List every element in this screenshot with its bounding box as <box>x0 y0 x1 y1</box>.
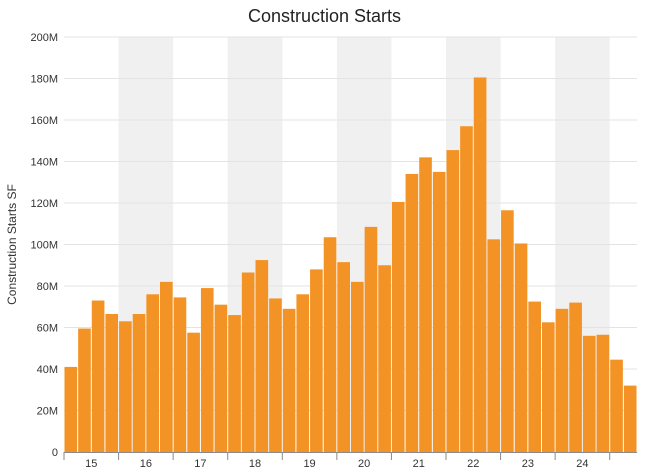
y-tick-label: 20M <box>37 406 58 418</box>
bar <box>119 321 132 452</box>
bar <box>569 302 582 452</box>
bar <box>200 288 214 452</box>
bar <box>160 281 173 452</box>
bar <box>64 366 78 452</box>
bar <box>391 201 405 452</box>
bar <box>610 359 623 452</box>
x-tick-label: 16 <box>140 458 152 470</box>
bar <box>351 281 364 452</box>
bar <box>432 171 446 452</box>
bar <box>78 328 91 452</box>
bar <box>446 150 460 452</box>
bar <box>187 332 200 452</box>
bar <box>91 300 105 452</box>
bar <box>487 239 501 452</box>
y-tick-label: 80M <box>37 281 58 293</box>
bar <box>419 157 432 452</box>
x-axis: 15 16 17 18 19 20 21 22 23 24 <box>63 452 637 470</box>
y-tick-label: 120M <box>30 198 58 210</box>
bar <box>323 237 337 452</box>
bar <box>214 304 228 452</box>
x-tick-label: 18 <box>249 458 261 470</box>
x-tick-label: 17 <box>194 458 206 470</box>
y-tick-label: 200M <box>30 32 58 44</box>
bar <box>528 301 541 452</box>
bar <box>269 298 282 452</box>
x-tick-label: 22 <box>467 458 479 470</box>
bar <box>146 294 159 452</box>
x-tick-label: 15 <box>85 458 97 470</box>
bar <box>582 335 596 452</box>
y-tick-label: 180M <box>30 74 58 86</box>
y-tick-label: 0 <box>52 447 58 459</box>
bar <box>542 322 555 452</box>
x-tick-label: 24 <box>576 458 588 470</box>
bar <box>105 314 119 452</box>
bar <box>310 269 323 452</box>
y-tick-label: 60M <box>37 323 58 335</box>
y-tick-label: 40M <box>37 364 58 376</box>
bar <box>241 272 255 452</box>
bar <box>296 294 310 452</box>
gridlines <box>64 36 637 411</box>
bar <box>514 243 528 452</box>
bar <box>255 260 269 452</box>
y-tick-label: 160M <box>30 115 58 127</box>
bar <box>132 314 146 452</box>
bar <box>473 77 487 453</box>
bar <box>501 210 514 452</box>
bar <box>405 173 419 452</box>
bar <box>378 265 391 452</box>
bars <box>64 77 637 453</box>
bar <box>460 126 473 452</box>
chart-title: Construction Starts <box>247 6 402 26</box>
x-tick-label: 20 <box>358 458 370 470</box>
bar <box>364 226 378 452</box>
bar <box>555 308 569 452</box>
y-axis-title: Construction Starts SF <box>5 184 19 305</box>
y-tick-label: 100M <box>30 240 58 252</box>
bar <box>228 315 241 452</box>
y-axis: 0 20M 40M 60M 80M 100M 120M 140M 160M 180M 200M <box>30 32 58 459</box>
bar <box>596 334 610 452</box>
bar <box>282 308 296 452</box>
y-tick-label: 140M <box>30 157 58 169</box>
bar <box>337 262 350 452</box>
x-tick-label: 19 <box>303 458 315 470</box>
bar <box>173 297 187 452</box>
x-tick-label: 23 <box>522 458 534 470</box>
bar <box>623 385 637 452</box>
x-tick-label: 21 <box>413 458 425 470</box>
